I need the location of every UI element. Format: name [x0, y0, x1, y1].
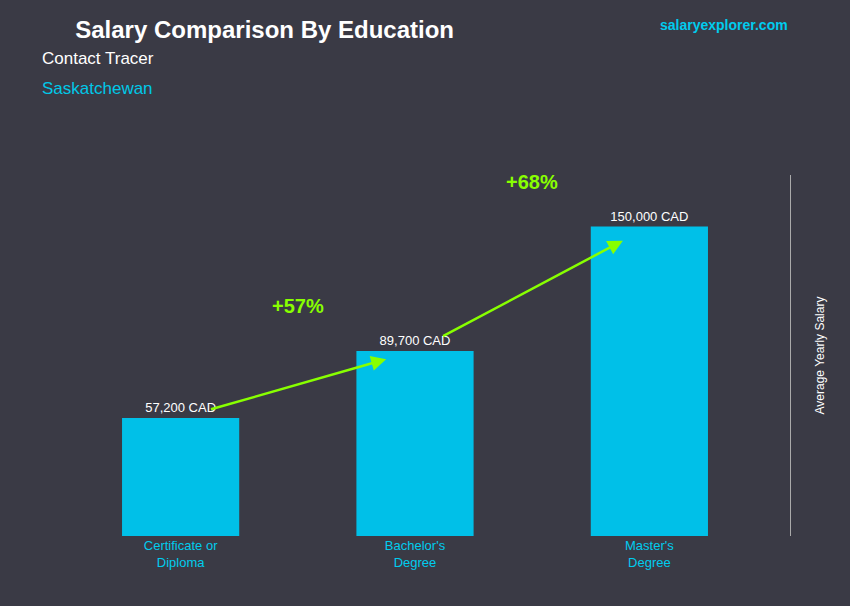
svg-text:57,200 CAD: 57,200 CAD	[145, 400, 216, 415]
svg-text:Master'sDegree: Master'sDegree	[625, 538, 674, 570]
svg-text:89,700 CAD: 89,700 CAD	[380, 333, 451, 348]
svg-text:Contact Tracer: Contact Tracer	[42, 49, 154, 68]
svg-text:Average Yearly Salary: Average Yearly Salary	[813, 297, 827, 415]
svg-text:+57%: +57%	[272, 295, 324, 317]
svg-text:salaryexplorer.com: salaryexplorer.com	[660, 17, 788, 33]
svg-text:150,000 CAD: 150,000 CAD	[610, 209, 688, 224]
svg-text:Salary Comparison By Education: Salary Comparison By Education	[75, 16, 454, 43]
svg-text:Certificate orDiploma: Certificate orDiploma	[144, 538, 218, 570]
svg-text:+68%: +68%	[506, 171, 558, 193]
svg-text:Saskatchewan: Saskatchewan	[42, 79, 153, 98]
svg-text:Bachelor'sDegree: Bachelor'sDegree	[385, 538, 446, 570]
